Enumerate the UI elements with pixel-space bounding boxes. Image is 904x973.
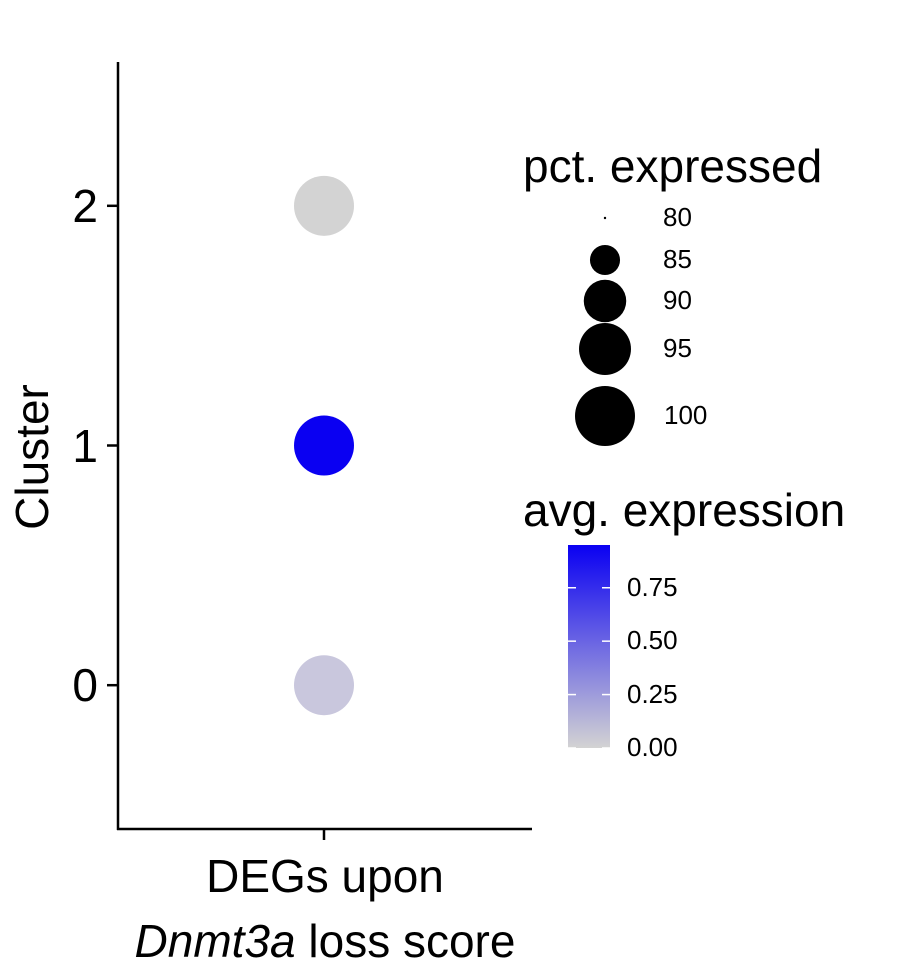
- y-tick-label: 0: [72, 659, 98, 712]
- x-tick-label-line1: DEGs upon: [100, 853, 550, 899]
- size-legend-dot: [579, 323, 631, 375]
- size-legend-label: 80: [663, 202, 692, 232]
- y-axis-title: Cluster: [6, 384, 58, 530]
- color-legend-label: 0.75: [627, 571, 678, 602]
- size-legend-dot: [589, 244, 621, 276]
- x-tick-label-line2: Dnmt3a loss score: [100, 918, 550, 964]
- size-legend-dot: [603, 216, 607, 220]
- x-label-part: loss score: [295, 915, 516, 967]
- dot-cluster-2: [294, 175, 354, 236]
- size-legend-label: 100: [664, 400, 708, 430]
- size-legend-dot: [583, 279, 627, 323]
- y-tick-label: 2: [72, 179, 98, 232]
- size-legend-label: 95: [663, 333, 692, 363]
- dot-cluster-0: [294, 655, 354, 716]
- y-tick-label: 1: [72, 419, 98, 472]
- size-legend-dot: [575, 386, 635, 446]
- color-legend-title: avg. expression: [523, 484, 846, 536]
- color-bar: [568, 545, 610, 748]
- dot-cluster-1: [294, 415, 354, 476]
- color-legend-label: 0.00: [627, 732, 678, 762]
- x-label-part: Dnmt3a: [134, 915, 296, 967]
- x-label-part: DEGs upon: [206, 850, 444, 902]
- color-legend-label: 0.25: [627, 678, 678, 709]
- color-legend-label: 0.50: [627, 625, 678, 656]
- size-legend-label: 90: [663, 285, 692, 315]
- size-legend-label: 85: [663, 244, 692, 274]
- size-legend-title: pct. expressed: [523, 140, 823, 192]
